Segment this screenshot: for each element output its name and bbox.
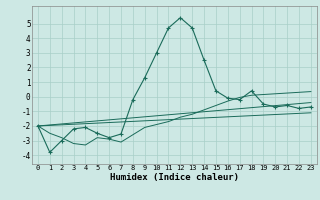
X-axis label: Humidex (Indice chaleur): Humidex (Indice chaleur)	[110, 173, 239, 182]
